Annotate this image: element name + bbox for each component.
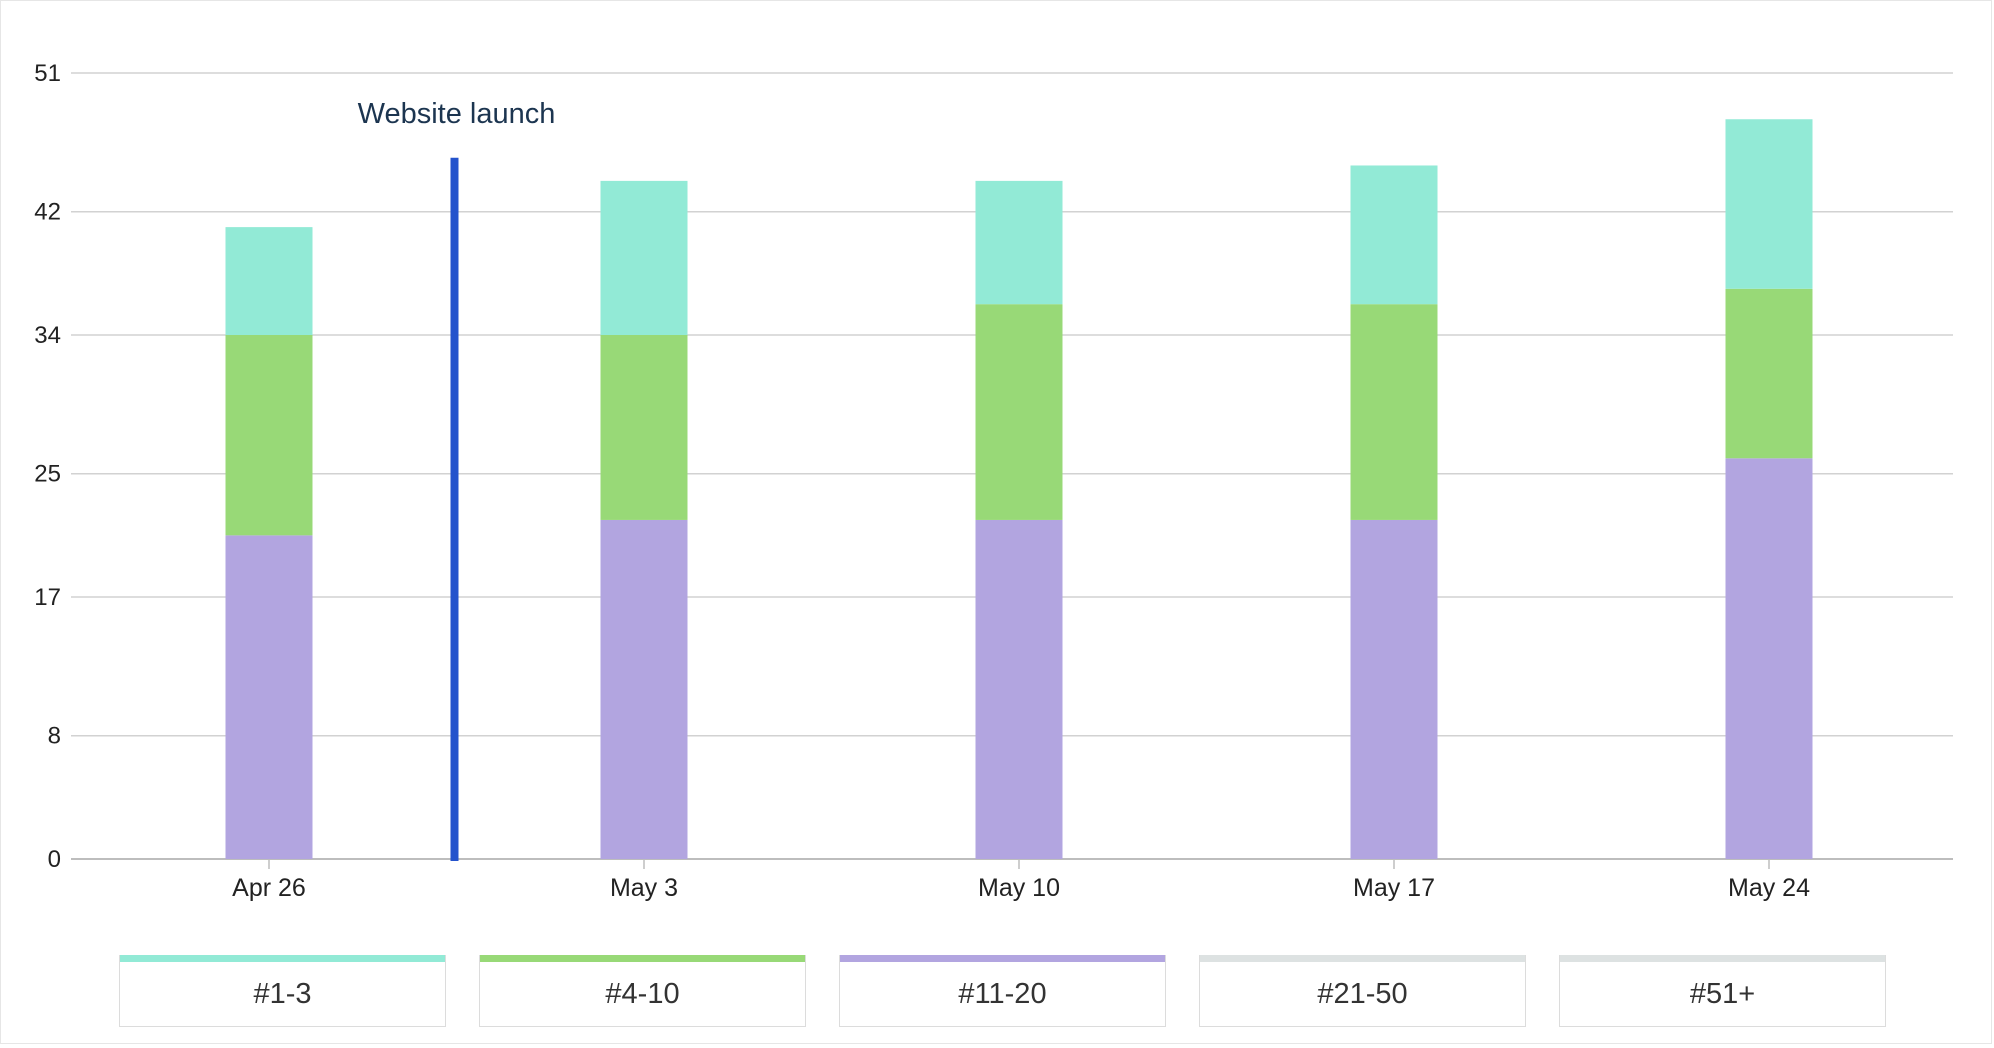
bar-segment-4-10 bbox=[1350, 304, 1438, 520]
y-tick-label: 34 bbox=[34, 322, 61, 349]
legend-swatch bbox=[1560, 955, 1885, 962]
y-tick-label: 42 bbox=[34, 199, 61, 226]
legend-label: #11-20 bbox=[958, 977, 1047, 1010]
legend-label: #51+ bbox=[1689, 977, 1756, 1010]
bar-segment-11-20 bbox=[1725, 458, 1813, 859]
y-tick-label: 51 bbox=[34, 60, 61, 87]
legend-item-51-plus[interactable]: #51+ bbox=[1559, 955, 1886, 1027]
y-tick-label: 17 bbox=[34, 584, 61, 611]
x-tick-label: May 17 bbox=[1353, 874, 1435, 902]
x-tick-label: May 3 bbox=[610, 874, 678, 902]
bar-segment-4-10 bbox=[975, 304, 1063, 520]
y-tick-label: 25 bbox=[34, 461, 61, 488]
annotation-label: Website launch bbox=[358, 98, 556, 130]
website-launch-annotation: Website launch bbox=[358, 98, 556, 861]
bars bbox=[225, 119, 1813, 859]
x-tick-label: Apr 26 bbox=[232, 874, 306, 902]
stacked-bar-chart: 0 8 17 25 34 42 51 Apr 26 May 3 May 10 May 17 May … bbox=[34, 60, 1953, 902]
bar-segment-1-3 bbox=[225, 227, 313, 335]
legend-swatch bbox=[480, 955, 805, 962]
legend: #1-3 #4-10 #11-20 #21-50 #51+ bbox=[119, 955, 1886, 1027]
legend-item-21-50[interactable]: #21-50 bbox=[1199, 955, 1526, 1027]
bar-segment-11-20 bbox=[1350, 519, 1438, 859]
bar-segment-1-3 bbox=[1350, 165, 1438, 305]
bar-segment-11-20 bbox=[600, 519, 688, 859]
legend-label: #4-10 bbox=[605, 977, 680, 1010]
bar-segment-4-10 bbox=[600, 335, 688, 520]
bar-segment-4-10 bbox=[225, 335, 313, 536]
legend-label: #21-50 bbox=[1317, 977, 1408, 1010]
legend-item-11-20[interactable]: #11-20 bbox=[839, 955, 1166, 1027]
y-axis-ticks: 0 8 17 25 34 42 51 bbox=[34, 60, 61, 873]
bar-segment-11-20 bbox=[975, 519, 1063, 859]
bar-segment-1-3 bbox=[600, 180, 688, 335]
y-tick-label: 0 bbox=[48, 846, 61, 873]
legend-swatch bbox=[840, 955, 1165, 962]
bar-segment-1-3 bbox=[1725, 119, 1813, 289]
x-tick-label: May 24 bbox=[1728, 874, 1810, 902]
legend-item-4-10[interactable]: #4-10 bbox=[479, 955, 806, 1027]
legend-item-1-3[interactable]: #1-3 bbox=[119, 955, 446, 1027]
bar-segment-11-20 bbox=[225, 535, 313, 859]
legend-swatch bbox=[1200, 955, 1525, 962]
y-tick-label: 8 bbox=[48, 723, 61, 750]
x-axis-ticks: Apr 26 May 3 May 10 May 17 May 24 bbox=[232, 859, 1810, 902]
bar-segment-4-10 bbox=[1725, 288, 1813, 459]
bar-segment-1-3 bbox=[975, 180, 1063, 305]
legend-swatch bbox=[120, 955, 445, 962]
x-tick-label: May 10 bbox=[978, 874, 1060, 902]
legend-label: #1-3 bbox=[253, 977, 312, 1010]
